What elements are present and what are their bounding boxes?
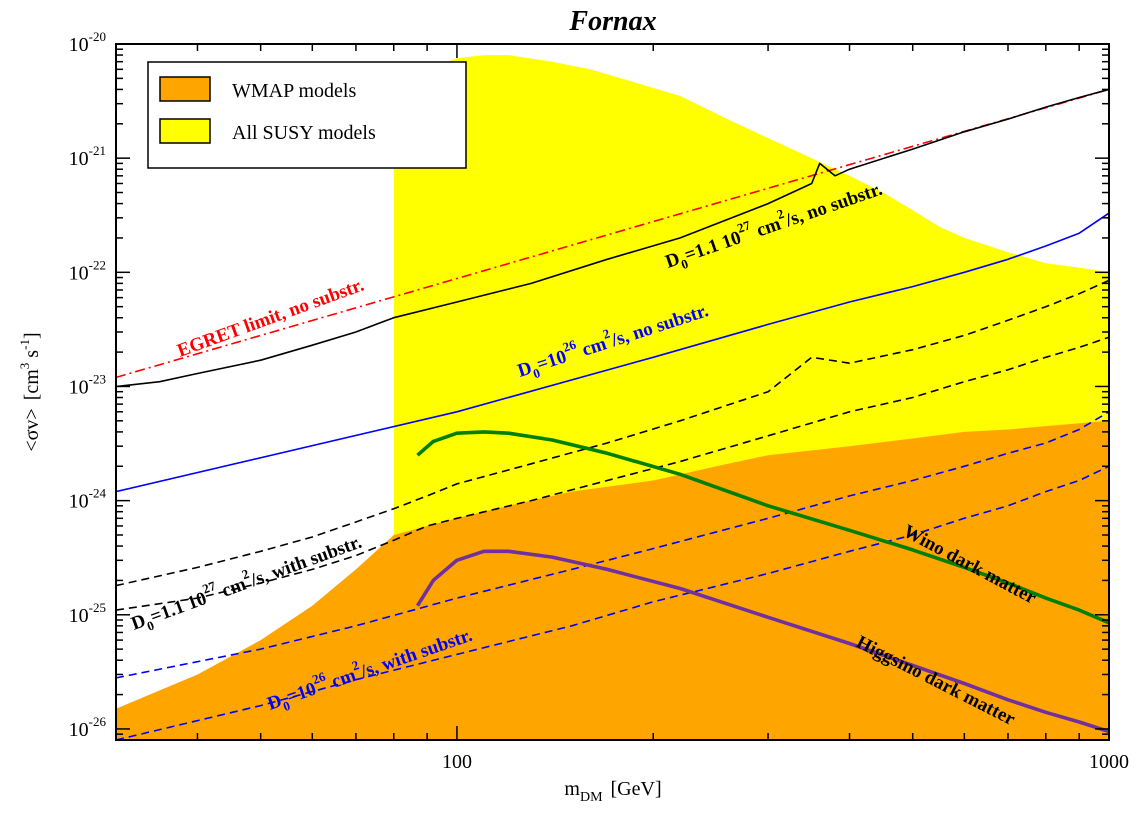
x-axis-label-main: m (564, 778, 580, 800)
ann2-sup2: 2 (601, 326, 612, 342)
ann1-pre: D (663, 248, 683, 272)
y-axis-label-sup1: 3 (17, 363, 32, 370)
x-axis-label: mDM [GeV] (564, 778, 661, 805)
y-tick-label: 10-21 (69, 143, 106, 170)
ann1-sup: 27 (735, 217, 753, 236)
legend-label-wmap: WMAP models (232, 80, 356, 102)
ann1-sub: 0 (679, 256, 690, 272)
region-wmap (116, 420, 1109, 740)
series-d0-1e26-cm2-s-no-substr (116, 212, 1109, 493)
chart-title: Fornax (568, 6, 656, 37)
ann3-sup: 27 (200, 578, 218, 597)
ann4-sup: 26 (310, 669, 328, 688)
y-axis-label-mid: s (21, 350, 43, 363)
legend-swatch-wmap (159, 76, 211, 102)
y-axis-label-unit-open: [cm (21, 369, 43, 401)
ann2-pre: D (515, 358, 535, 382)
ann3-pre: D (129, 610, 149, 634)
series-higgsino-dark-matter (415, 549, 1109, 734)
legend: WMAP models All SUSY models (147, 61, 467, 169)
ann4-sub: 0 (281, 698, 292, 714)
ann4-sup2: 2 (350, 657, 361, 673)
x-axis-label-sub: DM (580, 790, 603, 805)
x-tick-label: 100 (442, 751, 472, 773)
legend-label-susy: All SUSY models (232, 122, 376, 144)
ticks-layer: 100 1000 10-26 10-25 10-24 10-23 10-22 10-21 10-… (69, 29, 1129, 773)
ann3-sup2: 2 (240, 566, 251, 582)
ann2-sub: 0 (531, 365, 542, 381)
y-axis-label: <σv> [cm3 s-1] (17, 332, 43, 451)
plot-frame (115, 43, 1110, 741)
series-d0-1e26-cm2-s-with-substr-upper (116, 411, 1109, 679)
series-wino-dark-matter (416, 430, 1109, 625)
y-tick-label: 10-24 (69, 486, 107, 513)
x-axis-label-unit: [GeV] (611, 778, 662, 800)
y-tick-label: 10-25 (69, 600, 106, 627)
ann4-pre: D (265, 690, 285, 714)
series-egret-limit-no-substr (116, 88, 1109, 379)
legend-swatch-susy (159, 118, 211, 144)
y-axis-label-main: <σv> (21, 408, 43, 451)
y-tick-label: 10-20 (69, 29, 106, 56)
y-axis-label-unit-close: ] (21, 332, 43, 339)
series-d0-1-1e27-cm2-s-no-substr (116, 88, 1109, 388)
ann1-sup2: 2 (775, 206, 786, 222)
series-d0-1-1e27-cm2-s-with-substr-upper (116, 279, 1109, 587)
ann2-sup: 26 (561, 336, 578, 354)
ann3-sub: 0 (145, 617, 156, 633)
series-d0-1-1e27-cm2-s-with-substr-lower (116, 336, 1109, 611)
y-axis-label-sup2: -1 (17, 339, 32, 350)
y-tick-label: 10-22 (69, 257, 106, 284)
series-layer (116, 88, 1109, 740)
series-d0-1e26-cm2-s-with-substr-lower (116, 465, 1109, 740)
x-tick-label: 1000 (1089, 751, 1129, 773)
y-tick-label: 10-26 (69, 714, 107, 741)
y-tick-label: 10-23 (69, 371, 106, 398)
